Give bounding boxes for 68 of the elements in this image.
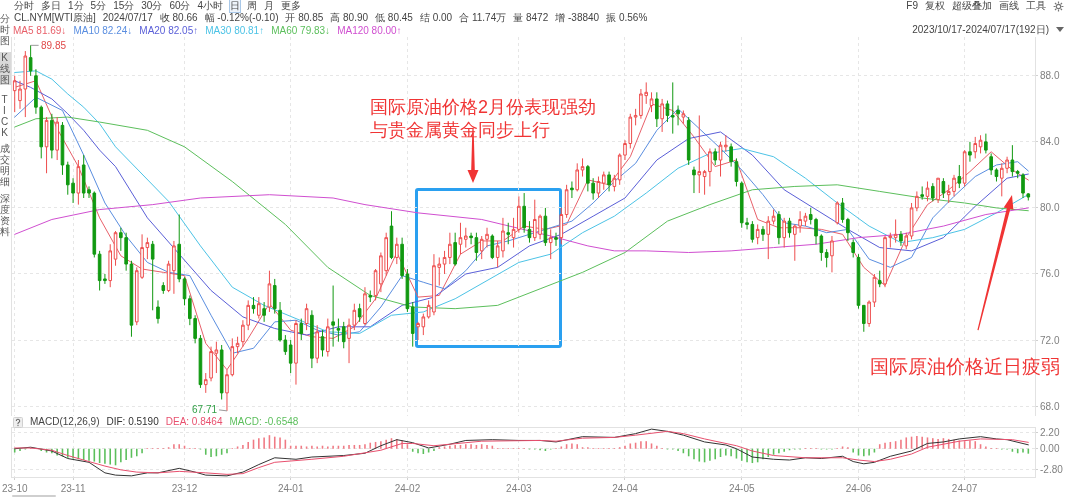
y-tick-label: 88.0 xyxy=(1040,70,1060,82)
text: 2023/10/17-2024/07/17(192日) xyxy=(912,24,1049,36)
chart-title: MACD(12,26,9) xyxy=(30,416,100,428)
text: 画线 xyxy=(999,0,1019,12)
text: 多日 xyxy=(41,0,61,12)
y-tick-label: 68.0 xyxy=(1040,400,1060,412)
y-tick-label: 76.0 xyxy=(1040,268,1060,280)
annotation: 成交明细 xyxy=(0,143,12,187)
text: MA10 82.24↓ xyxy=(73,25,133,37)
text: MA120 80.00↑ xyxy=(337,25,402,37)
text: 日 xyxy=(230,0,241,12)
y-tick-label: 80.0 xyxy=(1040,202,1060,214)
annotation: 国际原油价格2月份表现强劲与贵金属黄金同步上行 xyxy=(370,96,597,142)
text: MA20 82.05↑ xyxy=(139,25,199,37)
annotation: 67.71 xyxy=(192,404,218,415)
text: CL.NYM[WTI原油] xyxy=(14,12,96,24)
annotation: K线图 xyxy=(0,52,12,85)
text: 30分 xyxy=(141,0,163,12)
text: F9 xyxy=(906,0,918,12)
text: DEA: 0.8464 xyxy=(165,416,223,428)
text: 更多 xyxy=(281,0,302,12)
x-tick-label: 24-05 xyxy=(728,483,755,494)
x-tick-label: 23-11 xyxy=(60,483,86,494)
text: 振 0.56% xyxy=(606,12,648,24)
text: TICK xyxy=(0,94,11,138)
text: 幅 -0.12%(-0.10) xyxy=(204,12,279,24)
x-tick-label: 24-06 xyxy=(845,483,872,494)
y-tick-label: 84.0 xyxy=(1040,136,1060,148)
text: MA60 79.83↓ xyxy=(271,25,331,37)
text: MACD: -0.6548 xyxy=(229,416,299,428)
text: 收 80.66 xyxy=(159,12,198,24)
text: 高 80.90 xyxy=(330,12,369,24)
text: DIF: 0.5190 xyxy=(106,416,159,428)
y-tick-label: -2.80 xyxy=(1040,464,1064,476)
text: 低 80.45 xyxy=(375,12,413,24)
text: 4小时 xyxy=(197,0,224,12)
text: 增 -38840 xyxy=(555,12,600,24)
y-tick-label: 72.0 xyxy=(1040,334,1060,346)
text: 开 80.85 xyxy=(285,12,324,24)
text: 周 xyxy=(247,0,258,12)
text: 15分 xyxy=(113,0,135,12)
text: 分时 xyxy=(14,0,34,12)
x-tick-label: 24-04 xyxy=(612,483,639,494)
x-tick-label: 24-01 xyxy=(277,483,304,494)
x-tick-label: 24-02 xyxy=(394,483,421,494)
annotation: 89.85 xyxy=(41,40,67,51)
x-tick-label: 23-10 xyxy=(1,483,28,494)
text: 合 11.74万 xyxy=(459,12,507,24)
text: MA5 81.69↓ xyxy=(13,25,67,37)
y-tick-label: 2.20 xyxy=(1040,426,1060,438)
text: 超级叠加 xyxy=(952,0,992,12)
text: 月 xyxy=(264,0,275,12)
text: 5分 xyxy=(90,0,107,12)
annotation: 深度资料 xyxy=(0,193,12,237)
text: 结 0.00 xyxy=(419,12,453,24)
text: 1分 xyxy=(68,0,84,12)
text: MA30 80.81↑ xyxy=(205,25,265,37)
x-tick-label: 23-12 xyxy=(171,483,198,494)
x-tick-label: 24-07 xyxy=(951,483,978,494)
annotation: 分时图 xyxy=(0,13,12,46)
text: 工具 xyxy=(1026,0,1046,12)
text: 复权 xyxy=(925,0,945,12)
y-tick-label: 0.00 xyxy=(1040,443,1060,455)
text: 2024/07/17 xyxy=(102,12,153,24)
text: 60分 xyxy=(169,0,191,12)
x-tick-label: 24-03 xyxy=(506,483,533,494)
text: 量 8472 xyxy=(513,12,549,24)
annotation: 国际原油价格近日疲弱 xyxy=(870,356,1060,378)
